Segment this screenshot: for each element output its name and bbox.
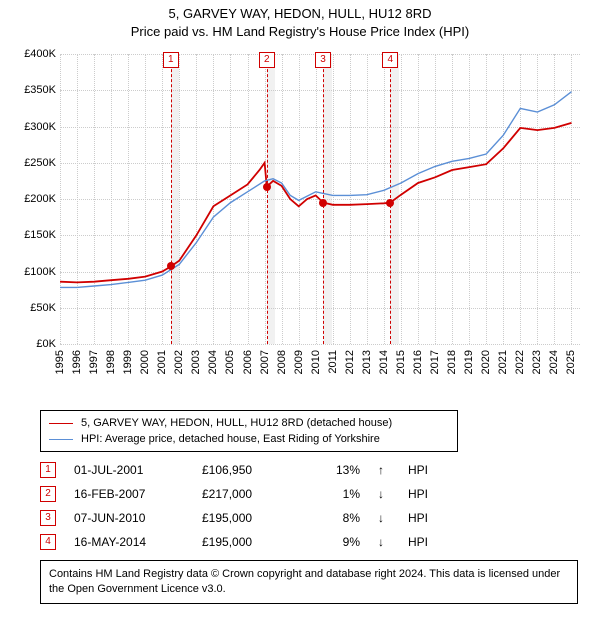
arrow-up-icon: ↑	[378, 463, 390, 477]
y-axis-label: £300K	[12, 121, 56, 133]
tx-marker: 3	[40, 510, 56, 526]
tx-marker: 4	[40, 534, 56, 550]
table-row: 3 07-JUN-2010 £195,000 8% ↓ HPI	[40, 506, 438, 530]
legend: 5, GARVEY WAY, HEDON, HULL, HU12 8RD (de…	[40, 410, 458, 452]
legend-label: 5, GARVEY WAY, HEDON, HULL, HU12 8RD (de…	[81, 417, 392, 429]
tx-date: 16-MAY-2014	[74, 535, 184, 549]
title-line-1: 5, GARVEY WAY, HEDON, HULL, HU12 8RD	[0, 6, 600, 21]
tx-price: £195,000	[202, 511, 292, 525]
arrow-down-icon: ↓	[378, 511, 390, 525]
x-axis-label: 2012	[344, 350, 356, 374]
x-axis-label: 2023	[531, 350, 543, 374]
x-axis-label: 2009	[293, 350, 305, 374]
event-marker: 4	[382, 52, 398, 68]
x-axis-label: 2025	[565, 350, 577, 374]
x-axis-label: 2000	[139, 350, 151, 374]
x-axis-label: 1996	[71, 350, 83, 374]
y-axis-label: £0K	[12, 338, 56, 350]
tx-vs-hpi: HPI	[408, 463, 438, 477]
tx-pct: 1%	[310, 487, 360, 501]
x-axis-label: 2016	[412, 350, 424, 374]
x-axis-label: 2014	[378, 350, 390, 374]
tx-date: 16-FEB-2007	[74, 487, 184, 501]
x-axis-label: 1997	[88, 350, 100, 374]
event-dot	[386, 199, 394, 207]
tx-date: 01-JUL-2001	[74, 463, 184, 477]
x-axis-label: 1998	[105, 350, 117, 374]
event-dot	[319, 199, 327, 207]
tx-marker: 1	[40, 462, 56, 478]
y-axis-label: £50K	[12, 302, 56, 314]
x-axis-label: 1999	[122, 350, 134, 374]
x-axis-label: 2001	[156, 350, 168, 374]
y-axis-label: £350K	[12, 84, 56, 96]
event-marker: 1	[163, 52, 179, 68]
legend-swatch	[49, 439, 73, 440]
tx-vs-hpi: HPI	[408, 535, 438, 549]
legend-swatch	[49, 423, 73, 424]
legend-row: 5, GARVEY WAY, HEDON, HULL, HU12 8RD (de…	[49, 415, 449, 431]
x-axis-label: 2011	[327, 350, 339, 374]
title-line-2: Price paid vs. HM Land Registry's House …	[0, 24, 600, 39]
table-row: 4 16-MAY-2014 £195,000 9% ↓ HPI	[40, 530, 438, 554]
x-axis-label: 2005	[224, 350, 236, 374]
x-axis-label: 2019	[463, 350, 475, 374]
x-axis-label: 2017	[429, 350, 441, 374]
x-axis-label: 2022	[514, 350, 526, 374]
x-axis-label: 2010	[310, 350, 322, 374]
transaction-table: 1 01-JUL-2001 £106,950 13% ↑ HPI 2 16-FEB-2007 £…	[40, 458, 438, 554]
legend-row: HPI: Average price, detached house, East…	[49, 431, 449, 447]
series-price_paid	[60, 123, 572, 283]
y-axis-label: £200K	[12, 193, 56, 205]
x-axis-label: 2006	[242, 350, 254, 374]
x-axis-label: 2024	[548, 350, 560, 374]
y-axis-label: £250K	[12, 157, 56, 169]
event-dot	[167, 262, 175, 270]
tx-vs-hpi: HPI	[408, 511, 438, 525]
event-marker: 3	[315, 52, 331, 68]
tx-price: £217,000	[202, 487, 292, 501]
x-axis-label: 2003	[190, 350, 202, 374]
series-hpi	[60, 92, 572, 288]
tx-marker: 2	[40, 486, 56, 502]
x-axis-label: 2008	[276, 350, 288, 374]
y-axis-label: £100K	[12, 266, 56, 278]
x-axis-label: 2002	[173, 350, 185, 374]
arrow-down-icon: ↓	[378, 535, 390, 549]
x-axis-label: 2021	[497, 350, 509, 374]
tx-date: 07-JUN-2010	[74, 511, 184, 525]
gridline-h	[60, 344, 580, 345]
x-axis-label: 2018	[446, 350, 458, 374]
arrow-down-icon: ↓	[378, 487, 390, 501]
tx-pct: 9%	[310, 535, 360, 549]
x-axis-label: 2013	[361, 350, 373, 374]
tx-pct: 13%	[310, 463, 360, 477]
x-axis-label: 2020	[480, 350, 492, 374]
table-row: 2 16-FEB-2007 £217,000 1% ↓ HPI	[40, 482, 438, 506]
chart: £0K £50K £100K £150K £200K £250K £300K £350K £40…	[10, 44, 590, 394]
x-axis-label: 2015	[395, 350, 407, 374]
tx-vs-hpi: HPI	[408, 487, 438, 501]
x-axis-label: 2004	[207, 350, 219, 374]
event-dot	[263, 183, 271, 191]
attribution: Contains HM Land Registry data © Crown c…	[40, 560, 578, 604]
legend-label: HPI: Average price, detached house, East…	[81, 433, 380, 445]
plot-area: 1 2 3 4	[60, 54, 580, 344]
tx-price: £106,950	[202, 463, 292, 477]
chart-container: 5, GARVEY WAY, HEDON, HULL, HU12 8RD Pri…	[0, 0, 600, 620]
table-row: 1 01-JUL-2001 £106,950 13% ↑ HPI	[40, 458, 438, 482]
tx-pct: 8%	[310, 511, 360, 525]
tx-price: £195,000	[202, 535, 292, 549]
x-axis-label: 1995	[54, 350, 66, 374]
event-marker: 2	[259, 52, 275, 68]
y-axis-label: £150K	[12, 229, 56, 241]
y-axis-label: £400K	[12, 48, 56, 60]
x-axis-label: 2007	[259, 350, 271, 374]
